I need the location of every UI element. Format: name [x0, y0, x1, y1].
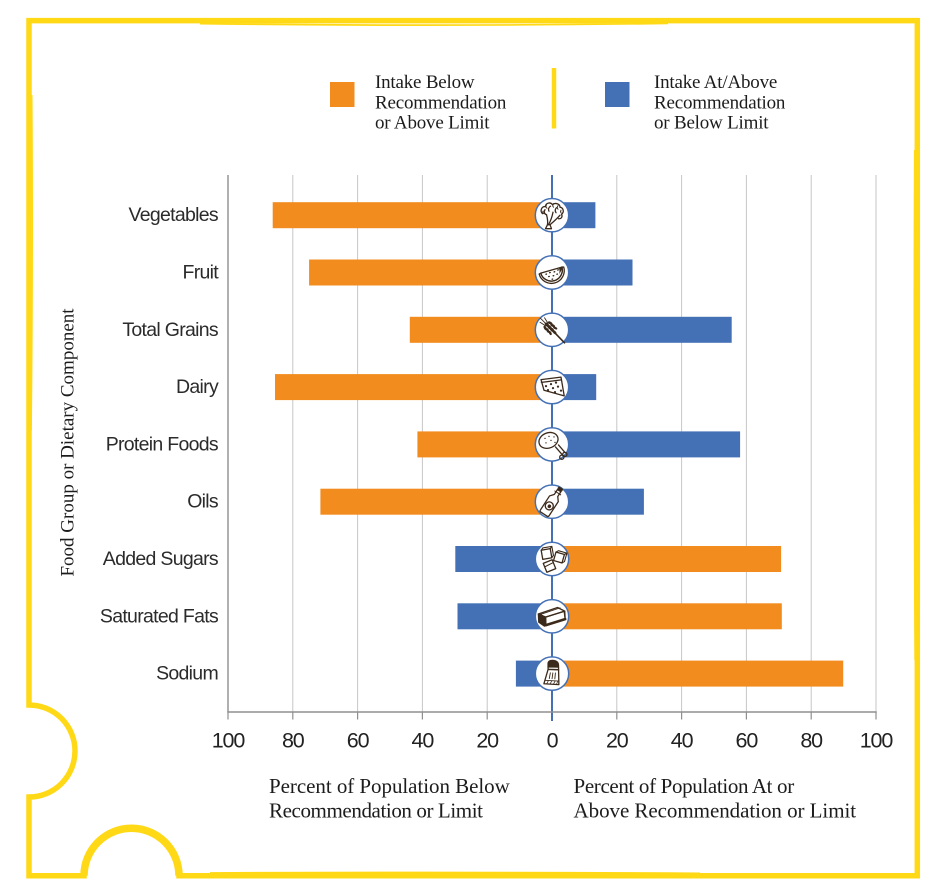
svg-text:Above Recommendation or Limit: Above Recommendation or Limit [574, 799, 857, 823]
svg-text:80: 80 [282, 728, 305, 752]
svg-text:100: 100 [860, 728, 894, 752]
svg-text:Vegetables: Vegetables [128, 204, 218, 226]
svg-text:60: 60 [347, 728, 370, 752]
svg-text:80: 80 [800, 728, 823, 752]
svg-text:40: 40 [412, 728, 435, 752]
svg-text:Percent of Population At or: Percent of Population At or [574, 774, 795, 798]
svg-text:Added Sugars: Added Sugars [103, 548, 219, 570]
svg-text:Protein Foods: Protein Foods [106, 433, 219, 455]
svg-text:Recommendation: Recommendation [375, 92, 507, 113]
svg-text:Dairy: Dairy [176, 376, 219, 398]
svg-text:Fruit: Fruit [182, 262, 219, 284]
svg-text:Oils: Oils [187, 491, 219, 513]
svg-text:Recommendation: Recommendation [654, 92, 786, 113]
svg-text:Intake Below: Intake Below [375, 72, 475, 93]
svg-text:Food Group or Dietary Componen: Food Group or Dietary Component [58, 308, 79, 577]
svg-text:Intake At/Above: Intake At/Above [654, 72, 777, 93]
svg-text:20: 20 [606, 728, 629, 752]
svg-text:Recommendation or Limit: Recommendation or Limit [269, 799, 483, 823]
svg-text:40: 40 [671, 728, 694, 752]
svg-text:Saturated Fats: Saturated Fats [100, 605, 219, 627]
svg-text:Sodium: Sodium [156, 663, 218, 685]
svg-text:or Above Limit: or Above Limit [375, 113, 490, 134]
svg-text:or Below Limit: or Below Limit [654, 113, 769, 134]
svg-text:Percent of Population Below: Percent of Population Below [269, 774, 511, 798]
svg-text:60: 60 [736, 728, 759, 752]
svg-text:Total Grains: Total Grains [122, 319, 219, 341]
svg-text:100: 100 [212, 728, 246, 752]
svg-text:0: 0 [547, 728, 559, 752]
svg-text:20: 20 [476, 728, 499, 752]
